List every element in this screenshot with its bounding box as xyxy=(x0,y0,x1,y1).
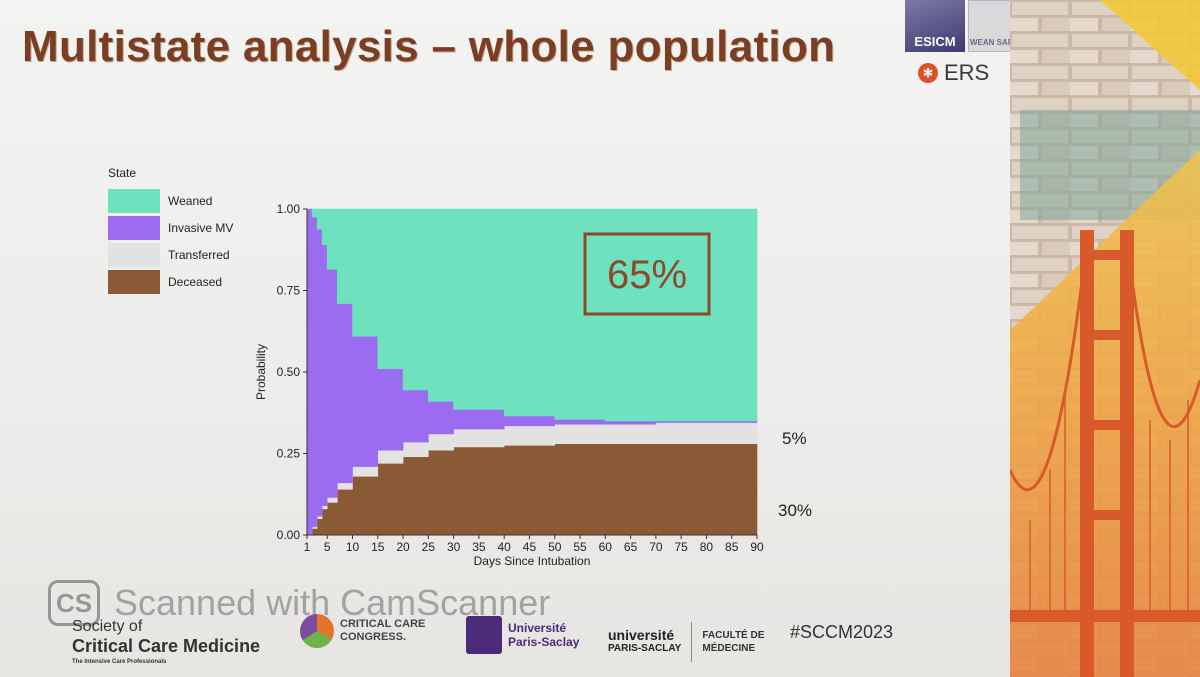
x-tick-label: 90 xyxy=(750,540,764,554)
multistate-area-chart: 0.00 0.25 0.50 0.75 1.00 1 5 10 15 20 25 30 35 40 45 50… xyxy=(254,202,812,568)
x-tick-label: 85 xyxy=(725,540,739,554)
sccm-line2: Critical Care Medicine xyxy=(72,636,261,656)
esicm-logo: ESICM xyxy=(905,0,965,52)
legend-label-transferred: Transferred xyxy=(168,247,230,262)
legend-swatch-deceased xyxy=(108,269,160,294)
x-tick-label: 30 xyxy=(447,540,461,554)
annotation-box xyxy=(583,232,711,316)
legend-label-weaned: Weaned xyxy=(168,193,213,208)
universite-paris-saclay-logo: université PARIS-SACLAY FACULTÉ DE MÉDEC… xyxy=(608,622,764,662)
y-tick-label: 0.50 xyxy=(277,365,301,379)
legend-item-invasive-mv: Invasive MV xyxy=(108,214,233,241)
aphp-line2: Paris-Saclay xyxy=(508,635,580,649)
legend-label-deceased: Deceased xyxy=(168,274,223,289)
aphp-badge-icon xyxy=(466,616,502,654)
legend-item-deceased: Deceased xyxy=(108,268,233,295)
x-tick-label: 5 xyxy=(324,540,331,554)
x-tick-label: 15 xyxy=(371,540,385,554)
legend-item-weaned: Weaned xyxy=(108,187,233,214)
x-tick-label: 65 xyxy=(624,540,638,554)
annotation-transferred-pct: 5% xyxy=(782,429,807,448)
legend-swatch-invasive-mv xyxy=(108,215,160,240)
x-tick-label: 70 xyxy=(649,540,663,554)
aphp-paris-saclay-logo: Université Paris-Saclay xyxy=(466,616,579,654)
x-axis-title: Days Since Intubation xyxy=(474,554,591,568)
esicm-logo-text: ESICM xyxy=(914,34,956,49)
y-axis-title: Probability xyxy=(254,344,268,400)
sccm-line1: Society of xyxy=(72,618,143,635)
legend-item-transferred: Transferred xyxy=(108,241,233,268)
annotation-deceased-pct: 30% xyxy=(778,501,812,520)
legend-swatch-weaned xyxy=(108,188,160,213)
faculty-line1: FACULTÉ DE xyxy=(702,630,765,641)
x-tick-label: 75 xyxy=(674,540,688,554)
logo-divider xyxy=(691,622,693,662)
camscanner-icon: CS xyxy=(48,580,100,626)
x-tick-label: 10 xyxy=(346,540,360,554)
x-tick-label: 60 xyxy=(599,540,613,554)
ccc-line2: CONGRESS. xyxy=(340,631,407,643)
ers-logo-text: ERS xyxy=(944,60,990,85)
x-tick-label: 40 xyxy=(498,540,512,554)
slide-title: Multistate analysis – whole population xyxy=(22,22,836,71)
y-tick-label: 0.25 xyxy=(277,447,301,461)
decorative-bridge-panel xyxy=(1010,0,1200,677)
ups-line2: PARIS-SACLAY xyxy=(608,643,682,654)
x-tick-label: 25 xyxy=(422,540,436,554)
ups-line1: université xyxy=(608,627,675,643)
legend-title: State xyxy=(108,166,137,180)
critical-care-congress-logo: CRITICAL CARE CONGRESS. xyxy=(300,614,425,648)
sccm-line3: The Intensive Care Professionals xyxy=(72,659,167,665)
legend-label-invasive-mv: Invasive MV xyxy=(168,220,234,235)
area-series-weaned xyxy=(307,208,758,422)
wean-safe-logo-text: WEAN SAFE xyxy=(970,38,1018,47)
legend-swatch-transferred xyxy=(108,242,160,267)
y-tick-label: 1.00 xyxy=(277,202,301,216)
y-tick-label: 0.75 xyxy=(277,284,301,298)
ers-logo: ✻ ERS xyxy=(918,60,989,86)
x-tick-label: 45 xyxy=(523,540,537,554)
event-hashtag: #SCCM2023 xyxy=(790,622,894,642)
y-tick-label: 0.00 xyxy=(277,528,301,542)
congress-ring-icon xyxy=(300,614,334,648)
faculty-line2: MÉDECINE xyxy=(702,643,756,654)
ers-emblem-icon: ✻ xyxy=(918,63,938,83)
x-tick-label: 55 xyxy=(573,540,587,554)
x-tick-label: 1 xyxy=(304,540,311,554)
x-tick-label: 35 xyxy=(472,540,486,554)
x-tick-label: 20 xyxy=(396,540,410,554)
aphp-line1: Université xyxy=(508,621,567,635)
annotation-weaned-pct: 65% xyxy=(607,253,687,297)
sccm-logo: Society of Critical Care Medicine The In… xyxy=(72,618,260,665)
x-tick-label: 80 xyxy=(700,540,714,554)
ccc-line1: CRITICAL CARE xyxy=(340,618,426,630)
x-tick-label: 50 xyxy=(548,540,562,554)
chart-legend: State Weaned Invasive MV Transferred Dec… xyxy=(108,166,233,295)
